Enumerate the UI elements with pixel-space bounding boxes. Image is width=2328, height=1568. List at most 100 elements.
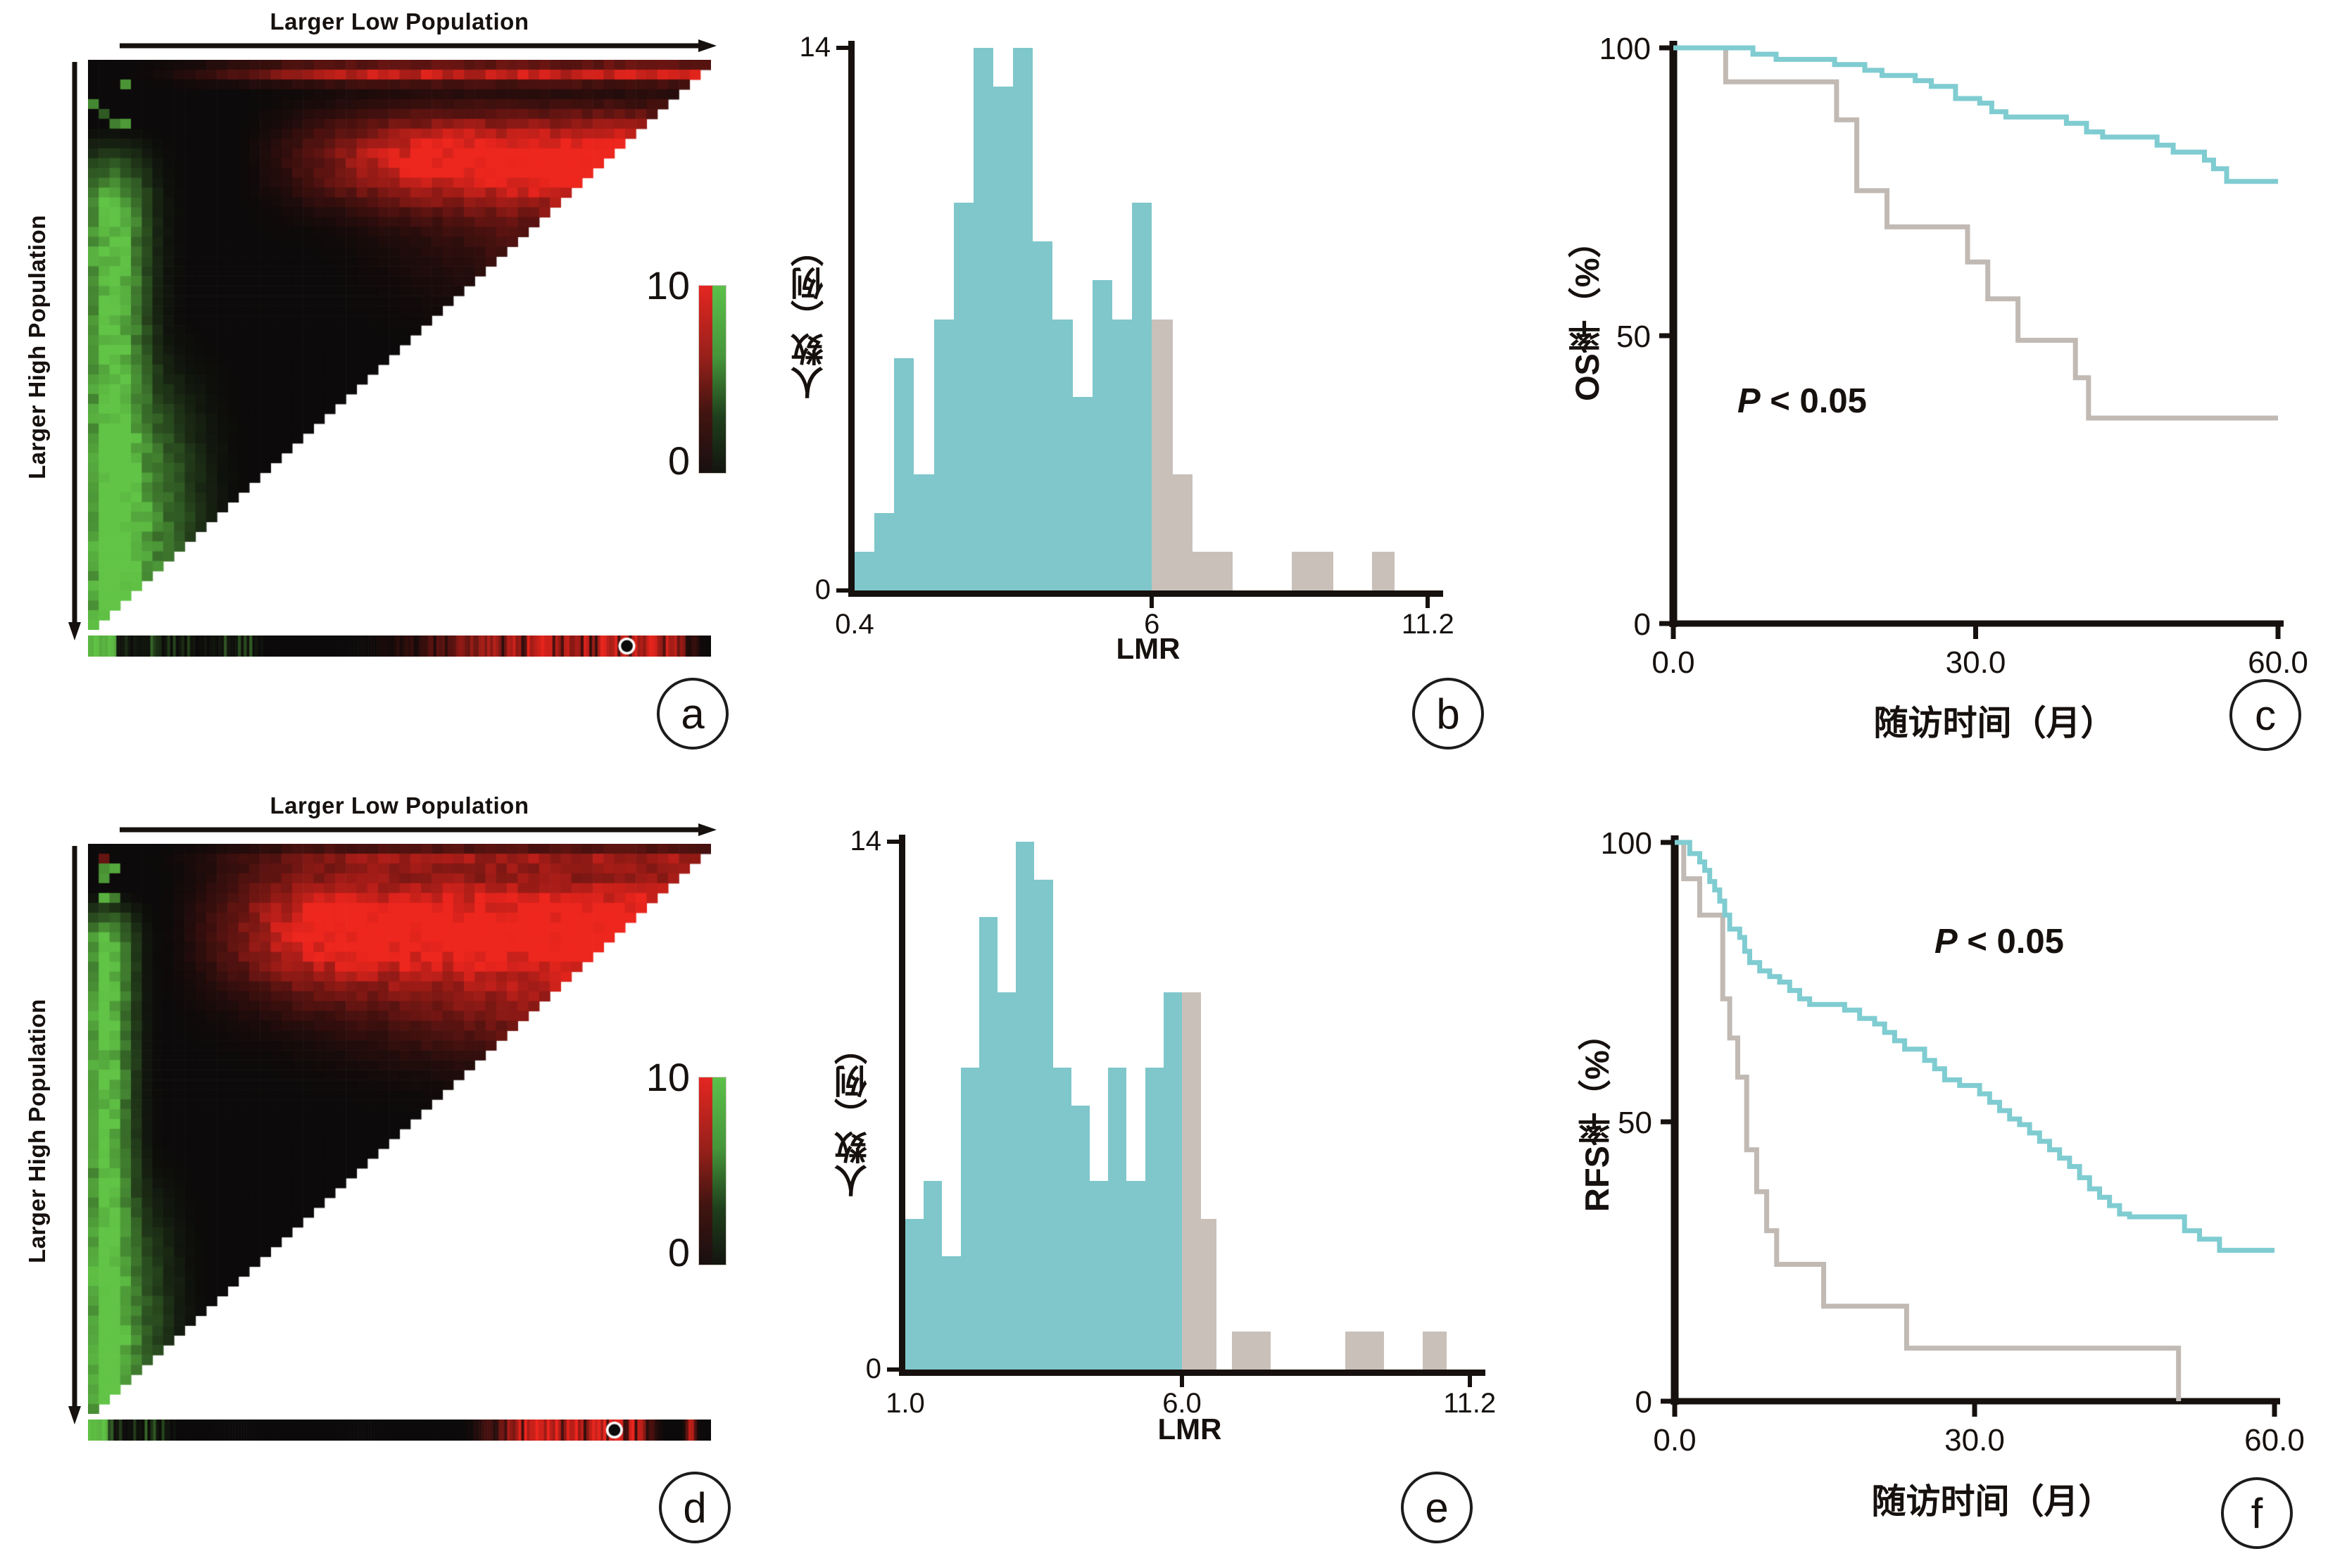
right-arrow-icon [120,39,717,52]
hist-bar [953,203,974,590]
panel-d-heatmap: Larger Low Population Larger High Popula… [0,784,774,1568]
x-tick [1180,1376,1184,1387]
hist-bar [1182,992,1201,1370]
panel-label-a: a [657,678,729,750]
heatmap-matrix [88,844,711,1414]
x-axis-title: 随访时间（月） [1873,704,2115,742]
heatmap-x-axis-title: Larger Low Population [270,792,529,818]
hist-bar [1200,1218,1216,1370]
x-tick-label: 11.2 [1443,1388,1497,1419]
panel-letter-text: b [1436,690,1460,738]
x-axis-title: LMR [1157,1412,1222,1446]
hist-bar [979,917,998,1370]
panel-label-b: b [1412,678,1484,750]
x-tick [1150,597,1154,608]
x-tick-label: 11.2 [1401,609,1454,640]
x-tick-label: 6.0 [1162,1388,1202,1419]
right-arrow-icon [120,823,717,836]
heatmap-colorbar [698,1077,726,1265]
y-tick [887,1367,899,1372]
p-value-annotation: P < 0.05 [1737,381,1867,421]
colorbar-red-gradient [699,1077,712,1265]
panel-letter-text: f [2251,1489,2263,1537]
heatmap-matrix [88,60,711,630]
y-tick-label: 0 [1635,1385,1652,1420]
x-tick-label: 60.0 [2248,645,2308,680]
panel-label-d: d [659,1472,731,1543]
panel-letter-text: e [1425,1484,1449,1531]
histogram-plot: 14 0 0.4 6 11.2 [774,0,1549,774]
heatmap-colorbar [698,285,726,474]
hist-bar [924,1181,943,1370]
y-tick-label: 50 [1618,1106,1652,1140]
hist-bar [1173,474,1193,590]
y-axis [848,41,855,597]
y-tick-label: 0 [1634,607,1651,642]
panel-e-histogram: 人数（例） 14 0 1.0 6.0 11.2 LMR e [774,784,1549,1568]
x-tick-label: 0.0 [1653,1423,1696,1458]
hist-bar [1126,1181,1145,1370]
down-arrow-icon [68,846,81,1424]
x-tick-label: 1.0 [886,1388,925,1419]
p-value-annotation: P < 0.05 [1934,922,2064,961]
x-tick-label: 30.0 [1946,645,2006,680]
panel-c-survival: OS率（%） 100 50 0 0.0 30.0 60.0 P < 0.05 随访时间（月… [1549,0,2328,774]
p-value-text: < 0.05 [1957,923,2064,961]
panel-letter-text: a [681,690,705,738]
heatmap-y-axis-title: Larger High Population [24,215,50,479]
hist-bar [1052,1068,1071,1370]
x-axis [899,1370,1485,1376]
panel-f-survival: RFS率（%） 100 50 0 0.0 30.0 60.0 P < 0.05 随访时间（… [1549,784,2328,1568]
y-tick-label: 0 [865,1353,881,1384]
hist-bar [1132,203,1152,590]
y-tick [836,588,848,593]
heatmap-x-axis-title: Larger Low Population [270,8,529,34]
hist-bar [1152,319,1174,590]
hist-bar [1108,1068,1127,1370]
km-curve-gray [1675,840,2182,1401]
y-tick-label: 50 [1616,320,1651,354]
y-axis [899,835,905,1376]
x-tick [1467,1376,1472,1387]
hist-bar [933,319,954,590]
panel-letter-text: c [2255,691,2276,739]
colorbar-green-gradient [712,286,726,473]
hist-bar [1016,842,1035,1370]
panel-b-histogram: 人数（例） 14 0 0.4 6 11.2 LMR b [774,0,1549,774]
p-value-text: < 0.05 [1760,382,1867,420]
hist-bar [960,1068,979,1370]
down-arrow-icon [68,62,81,640]
survival-plot: 100 50 00.0 30.0 60.0 [1599,32,2308,680]
hist-bar [1192,551,1233,590]
histogram-plot: 14 0 1.0 6.0 11.2 [774,784,1549,1568]
hist-bar [942,1256,961,1370]
hist-bar [1112,319,1133,590]
panel-label-f: f [2221,1477,2293,1549]
x-axis-title: LMR [1116,632,1181,665]
colorbar-min-label: 0 [667,1230,690,1275]
y-tick-label: 0 [814,574,831,605]
y-tick [836,46,848,50]
hist-bar [998,992,1017,1370]
hist-bar [1034,879,1053,1370]
km-curve-teal [1675,840,2274,1253]
hist-bar [905,1218,924,1370]
survival-plot: 100 50 00.0 30.0 60.0 [1601,826,2305,1458]
hist-bar [1033,241,1053,590]
hist-bar [1231,1332,1271,1370]
panel-label-e: e [1401,1472,1473,1543]
hist-bar [1145,1068,1164,1370]
x-tick-label: 6 [1144,609,1160,640]
hist-bar [1072,396,1093,590]
y-tick-label: 100 [1601,826,1652,861]
x-tick [1426,597,1430,608]
p-value-symbol: P [1737,382,1761,420]
colorbar-green-gradient [712,1077,726,1265]
panel-a-heatmap: Larger Low Population Larger High Popula… [0,0,774,774]
colorbar-max-label: 10 [646,1055,690,1099]
x-tick-label: 60.0 [2244,1423,2305,1458]
x-axis-title: 随访时间（月） [1871,1483,2113,1521]
x-tick-label: 0.0 [1651,645,1694,680]
y-tick-label: 14 [850,826,882,856]
